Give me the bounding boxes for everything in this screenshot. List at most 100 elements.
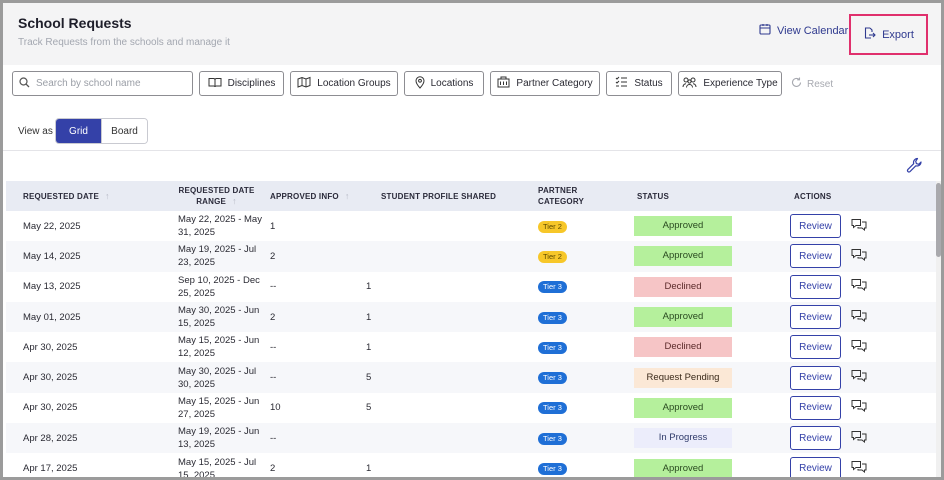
view-calendar-button[interactable]: View Calendar	[759, 23, 848, 38]
disciplines-filter-button[interactable]: Disciplines	[199, 71, 284, 96]
cell-approved-info: 2	[270, 463, 276, 475]
cell-requested-date: Apr 17, 2025	[23, 463, 78, 475]
cell-actions: Review	[777, 423, 936, 453]
chat-icon[interactable]	[851, 248, 867, 265]
cell-requested-date: May 01, 2025	[23, 311, 81, 323]
experience-type-filter-button[interactable]: Experience Type	[678, 71, 782, 96]
chat-icon[interactable]	[851, 430, 867, 447]
status-badge: Approved	[634, 216, 732, 237]
cell-requested-date: Apr 30, 2025	[23, 372, 78, 384]
status-badge: In Progress	[634, 428, 732, 449]
cell-status: Approved	[620, 453, 777, 477]
table-scrollbar[interactable]	[936, 181, 941, 477]
chat-icon[interactable]	[851, 369, 867, 386]
tier-badge: Tier 3	[538, 463, 567, 476]
cell-approved-info: 2	[270, 311, 276, 323]
sort-arrow-icon[interactable]: ↑	[105, 190, 110, 201]
cell-requested-date-range: May 19, 2025 - Jun 13, 2025	[178, 426, 260, 451]
page-subtitle: Track Requests from the schools and mana…	[18, 37, 230, 48]
col-requested-date[interactable]: REQUESTED DATE ↑	[23, 190, 110, 201]
cell-student-profile-shared: 1	[366, 341, 372, 353]
chat-icon[interactable]	[851, 278, 867, 295]
review-button[interactable]: Review	[790, 426, 841, 451]
chat-icon[interactable]	[851, 309, 867, 326]
wrench-icon[interactable]	[906, 157, 923, 179]
cell-student-profile-shared	[364, 211, 521, 241]
cell-actions: Review	[777, 332, 936, 362]
tier-badge: Tier 3	[538, 432, 567, 445]
building-icon	[497, 76, 510, 91]
export-button[interactable]: Export	[849, 14, 928, 55]
status-badge: Approved	[634, 307, 732, 328]
review-button[interactable]: Review	[790, 274, 841, 299]
cell-requested-date-range: Sep 10, 2025 - Dec 25, 2025	[178, 274, 260, 299]
col-approved-info[interactable]: APPROVED INFO ↑	[270, 190, 350, 201]
col-status: STATUS	[637, 191, 670, 201]
chat-icon[interactable]	[851, 399, 867, 416]
status-label: Status	[634, 78, 663, 89]
chat-icon[interactable]	[851, 218, 867, 235]
cell-approved-info: --	[270, 432, 277, 444]
cell-partner-category: Tier 3	[521, 453, 620, 477]
locations-label: Locations	[430, 78, 474, 89]
cell-partner-category: Tier 3	[521, 362, 620, 392]
board-view-button[interactable]: Board	[101, 119, 147, 143]
table-row: Apr 30, 2025 May 15, 2025 - Jun 27, 2025 1…	[6, 392, 936, 424]
cell-status: Approved	[620, 302, 777, 332]
tier-badge: Tier 3	[538, 402, 567, 415]
view-calendar-label: View Calendar	[777, 24, 849, 37]
cell-requested-date: Apr 30, 2025	[23, 341, 78, 353]
review-button[interactable]: Review	[790, 365, 841, 390]
scrollbar-thumb[interactable]	[936, 183, 941, 257]
cell-actions: Review	[777, 393, 936, 423]
reset-button[interactable]: Reset	[791, 77, 833, 91]
cell-requested-date-range: May 30, 2025 - Jun 15, 2025	[178, 305, 260, 330]
export-icon	[863, 27, 876, 42]
cell-student-profile-shared: 5	[366, 372, 372, 384]
status-filter-button[interactable]: Status	[606, 71, 672, 96]
cell-requested-date-range: May 19, 2025 - Jul 23, 2025	[178, 244, 257, 269]
search-input[interactable]	[36, 78, 186, 89]
location-groups-label: Location Groups	[317, 78, 391, 89]
chat-icon[interactable]	[851, 339, 867, 356]
cell-requested-date: May 14, 2025	[23, 250, 81, 262]
cell-approved-info: --	[270, 281, 277, 293]
cell-requested-date: May 22, 2025	[23, 220, 81, 232]
cell-status: Declined	[620, 332, 777, 362]
filter-bar: Disciplines Location Groups Locations Pa…	[3, 65, 941, 105]
locations-filter-button[interactable]: Locations	[404, 71, 484, 96]
sort-arrow-icon[interactable]: ↑	[344, 190, 350, 201]
col-requested-date-range[interactable]: REQUESTED DATE RANGE ↑	[178, 186, 255, 206]
export-label: Export	[882, 28, 914, 41]
view-toggle: Grid Board	[55, 118, 148, 144]
cell-student-profile-shared	[364, 241, 521, 271]
partner-category-filter-button[interactable]: Partner Category	[490, 71, 600, 96]
page-title: School Requests	[18, 15, 132, 31]
cell-status: Approved	[620, 241, 777, 271]
cell-approved-info: 1	[270, 220, 276, 232]
tier-badge: Tier 3	[538, 341, 567, 354]
review-button[interactable]: Review	[790, 395, 841, 420]
cell-partner-category: Tier 2	[521, 241, 620, 271]
location-groups-filter-button[interactable]: Location Groups	[290, 71, 398, 96]
calendar-icon	[759, 23, 771, 38]
cell-requested-date: Apr 28, 2025	[23, 432, 78, 444]
review-button[interactable]: Review	[790, 305, 841, 330]
review-button[interactable]: Review	[790, 244, 841, 269]
cell-partner-category: Tier 3	[521, 423, 620, 453]
tier-badge: Tier 3	[538, 311, 567, 324]
sort-arrow-icon[interactable]: ↑	[232, 196, 237, 206]
cell-requested-date: Apr 30, 2025	[23, 402, 78, 414]
cell-requested-date-range: May 15, 2025 - Jun 27, 2025	[178, 395, 260, 420]
tier-badge: Tier 3	[538, 372, 567, 385]
cell-approved-info: 2	[270, 250, 276, 262]
chat-icon[interactable]	[851, 460, 867, 477]
review-button[interactable]: Review	[790, 456, 841, 477]
cell-approved-info: 10	[270, 402, 281, 414]
review-button[interactable]: Review	[790, 335, 841, 360]
view-as-bar: View as Grid Board	[3, 105, 941, 151]
grid-view-button[interactable]: Grid	[56, 119, 101, 143]
disciplines-label: Disciplines	[227, 78, 276, 89]
review-button[interactable]: Review	[790, 214, 841, 239]
